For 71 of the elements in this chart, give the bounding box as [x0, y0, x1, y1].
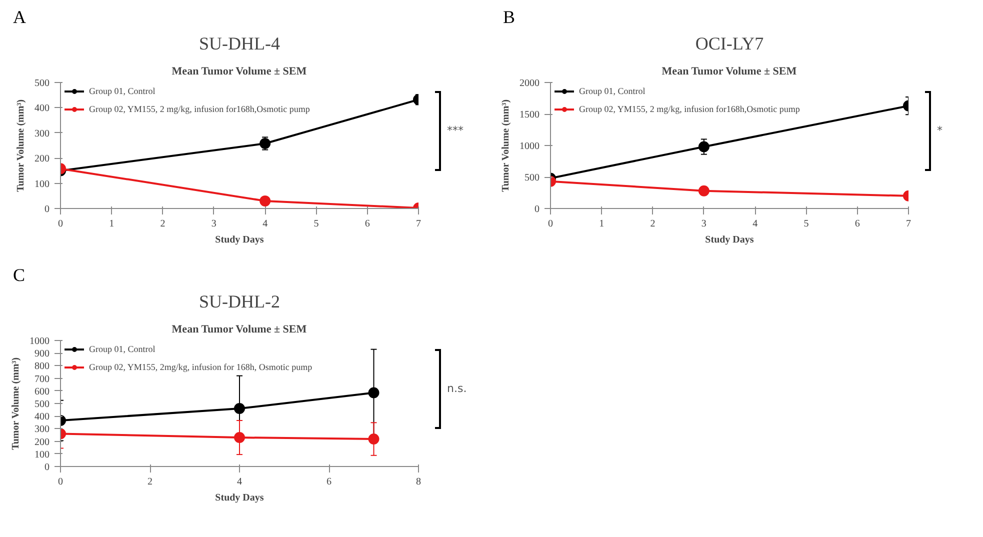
y-tick-label: 1000 [30, 336, 50, 347]
y-tick-label: 400 [34, 103, 50, 114]
x-tick-label: 1 [599, 218, 604, 230]
chart-title: OCI-LY7 [695, 34, 764, 54]
x-axis-title: Study Days [705, 234, 754, 246]
legend-label: Group 01, Control [579, 86, 646, 96]
y-tick-label: 100 [34, 449, 50, 460]
text: B [503, 6, 516, 29]
x-tick-label: 2 [650, 218, 656, 230]
x-tick-label: 6 [326, 476, 332, 488]
x-tick-label: 4 [237, 476, 242, 488]
chart-subtitle: Mean Tumor Volume ± SEM [172, 66, 308, 78]
chart-subtitle: Mean Tumor Volume ± SEM [172, 324, 308, 336]
y-axis-title: Tumor Volume (mm³) [16, 99, 26, 192]
y-tick-label: 0 [44, 204, 50, 215]
chart-title: SU-DHL-2 [199, 292, 280, 312]
x-tick-label: 0 [58, 218, 63, 230]
text: n.s. [447, 381, 467, 397]
y-tick-label: 2000 [520, 78, 540, 89]
point [234, 432, 245, 444]
legend-label: Group 01, Control [89, 344, 156, 354]
y-tick-label: 1500 [520, 110, 540, 120]
y-tick-label: 900 [34, 348, 50, 360]
point [368, 434, 380, 445]
x-tick-label: 5 [314, 218, 319, 230]
y-tick-label: 1000 [520, 141, 540, 152]
x-tick-label: 7 [906, 218, 911, 230]
y-tick-label: 300 [34, 424, 50, 436]
y-tick-label: 800 [34, 361, 50, 372]
x-tick-label: 0 [58, 476, 63, 488]
x-tick-label: 1 [109, 218, 114, 230]
y-tick-label: 100 [34, 178, 50, 190]
y-axis-title: Tumor Volume (mm³) [10, 357, 22, 450]
y-tick-label: 400 [34, 412, 50, 423]
x-tick-label: 4 [262, 218, 268, 230]
x-axis-title: Study Days [215, 492, 264, 504]
y-tick-label: 200 [34, 154, 50, 165]
y-axis-title: Tumor Volume (mm³) [500, 99, 512, 192]
x-tick-label: 4 [752, 218, 758, 230]
y-tick-label: 200 [34, 436, 50, 448]
x-tick-label: 6 [364, 218, 370, 230]
text: C [13, 264, 26, 287]
x-tick-label: 7 [416, 218, 421, 230]
y-tick-label: 300 [34, 128, 50, 140]
y-tick-label: 700 [34, 374, 50, 385]
text: * [937, 123, 942, 139]
x-tick-label: 3 [211, 218, 216, 230]
x-tick-label: 2 [160, 218, 166, 230]
x-tick-label: 0 [548, 218, 553, 230]
y-tick-label: 600 [34, 386, 50, 398]
y-tick-label: 500 [34, 399, 50, 410]
point [234, 403, 245, 414]
x-axis-title: Study Days [215, 234, 264, 246]
legend-label: Group 01, Control [89, 86, 156, 96]
legend-label: Group 02, YM155, 2 mg/kg, infusion for168h,Osmotic pump [89, 104, 310, 114]
text: A [13, 6, 26, 29]
y-tick-label: 500 [524, 172, 540, 184]
x-tick-label: 3 [701, 218, 706, 230]
y-tick-label: 500 [34, 78, 50, 89]
legend-label: Group 02, YM155, 2 mg/kg, infusion for168h,Osmotic pump [579, 104, 800, 114]
text: *** [447, 123, 464, 139]
chart-title: SU-DHL-4 [199, 34, 280, 54]
chart-subtitle: Mean Tumor Volume ± SEM [662, 66, 798, 78]
x-tick-label: 8 [416, 476, 421, 488]
legend-label: Group 02, YM155, 2mg/kg, infusion for 168h, Osmotic pump [89, 362, 312, 372]
y-tick-label: 0 [44, 462, 50, 473]
x-tick-label: 5 [804, 218, 809, 230]
point [368, 387, 380, 398]
x-tick-label: 2 [148, 476, 152, 488]
x-tick-label: 6 [854, 218, 860, 230]
y-tick-label: 0 [534, 204, 540, 215]
